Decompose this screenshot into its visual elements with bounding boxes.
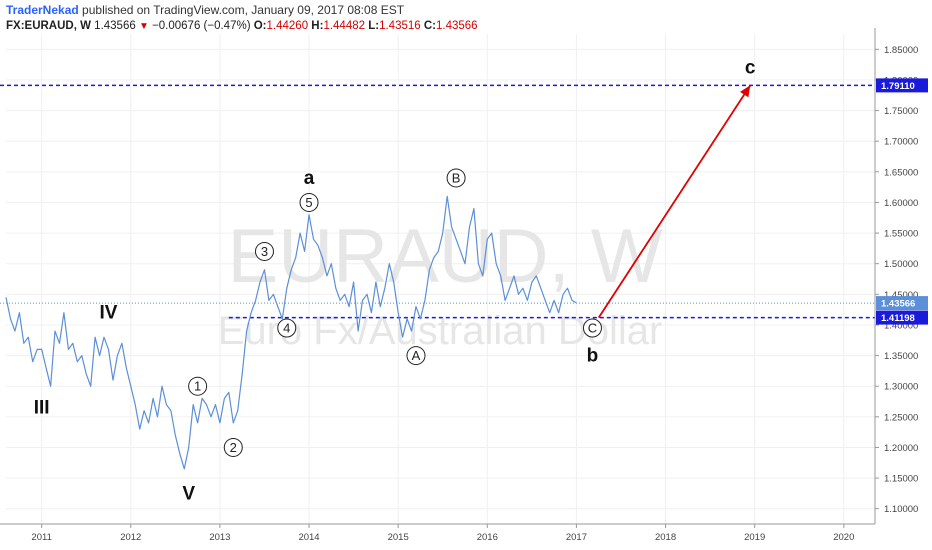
wave-circle	[582, 318, 602, 338]
wave-label: IV	[100, 303, 118, 324]
open-label: O:	[253, 20, 267, 32]
price-axis[interactable]: 1.850001.800001.750001.700001.650001.600…	[874, 28, 918, 524]
last-price-tag-bg	[876, 296, 928, 311]
x-tick-label: 2015	[388, 532, 409, 543]
horizontal-levels	[0, 84, 875, 319]
y-tick-label: 1.15000	[884, 474, 918, 485]
high-value: 1.44482	[323, 20, 366, 32]
x-tick-label: 2019	[744, 532, 765, 543]
wave-label: B	[452, 170, 461, 185]
symbol-label[interactable]: FX:EURAUD, W	[6, 20, 91, 32]
wave-label: 1	[194, 379, 201, 394]
x-tick-label: 2017	[566, 532, 587, 543]
y-tick-label: 1.55000	[884, 229, 918, 240]
level-tag-bg	[876, 78, 928, 93]
y-tick-label: 1.30000	[884, 382, 918, 393]
wave-label: 2	[230, 440, 237, 455]
x-tick-label: 2011	[31, 532, 51, 543]
down-triangle-icon: ▼	[138, 21, 149, 32]
x-tick-label: 2018	[655, 532, 676, 543]
chart-grid	[6, 34, 875, 524]
wave-circle	[254, 241, 274, 261]
watermark-title: EURAUD, W	[228, 214, 663, 299]
author-link[interactable]: TraderNekad	[6, 3, 79, 17]
x-tick-label: 2016	[477, 532, 498, 543]
y-tick-label: 1.25000	[884, 412, 918, 423]
wave-label: c	[745, 58, 756, 79]
price-series	[5, 195, 577, 470]
wave-label: III	[34, 398, 50, 419]
price-tags: 1.79110 1.43566 1.41198	[876, 78, 928, 325]
x-tick-label: 2012	[120, 532, 141, 543]
last-price-tag: 1.43566	[881, 299, 915, 310]
publish-info: TraderNekad published on TradingView.com…	[6, 3, 404, 17]
wave-label: b	[587, 346, 599, 367]
y-tick-label: 1.40000	[884, 320, 918, 331]
wave-label: C	[588, 321, 597, 336]
low-label: L:	[368, 20, 380, 32]
x-tick-label: 2014	[298, 532, 319, 543]
arrow-head-icon	[740, 85, 751, 98]
y-tick-label: 1.45000	[884, 290, 918, 301]
y-tick-label: 1.35000	[884, 351, 918, 362]
wave-label: 4	[283, 321, 290, 336]
level-tag: 1.41198	[881, 313, 915, 324]
wave-label: 5	[305, 195, 312, 210]
y-tick-label: 1.20000	[884, 443, 918, 454]
level-tag: 1.79110	[881, 81, 915, 92]
x-tick-label: 2013	[209, 532, 230, 543]
y-tick-label: 1.70000	[884, 137, 918, 148]
wave-circle	[299, 192, 319, 212]
wave-circle	[277, 318, 297, 338]
y-tick-label: 1.10000	[884, 504, 918, 515]
time-axis[interactable]: 2011 2012 2013 2014 2015 2016 2017 2018 2019 2020	[0, 523, 875, 543]
y-tick-label: 1.60000	[884, 198, 918, 209]
y-tick-label: 1.65000	[884, 167, 918, 178]
close-value: 1.43566	[436, 20, 478, 32]
open-value: 1.44260	[266, 20, 309, 32]
close-label: C:	[423, 20, 436, 32]
y-tick-label: 1.75000	[884, 106, 918, 117]
wave-circle	[406, 346, 426, 366]
wave-label: V	[182, 483, 195, 504]
price-line	[5, 195, 577, 470]
x-tick-label: 2020	[833, 532, 854, 543]
wave-circle	[446, 168, 466, 188]
y-tick-label: 1.85000	[884, 45, 918, 56]
high-label: H:	[311, 20, 324, 32]
publish-text: published on TradingView.com, January 09…	[82, 3, 405, 17]
y-tick-label: 1.50000	[884, 259, 918, 270]
ohlc-bar: FX:EURAUD, W 1.43566 ▼ −0.00676 (−0.47%)…	[6, 20, 478, 32]
last-price: 1.43566	[94, 20, 136, 32]
level-tag-bg	[876, 310, 928, 325]
wave-label: 3	[261, 244, 268, 259]
wave-label: A	[412, 348, 421, 363]
price-change: −0.00676 (−0.47%)	[152, 20, 251, 32]
projection-arrow	[597, 84, 751, 319]
wave-circle	[223, 437, 243, 457]
arrow-shaft	[597, 84, 751, 319]
wave-circle	[188, 376, 208, 396]
low-value: 1.43516	[379, 20, 421, 32]
wave-labels: III IV V 1 2 3 4 5 a A B Cb c	[34, 58, 756, 505]
wave-label: a	[304, 168, 315, 189]
